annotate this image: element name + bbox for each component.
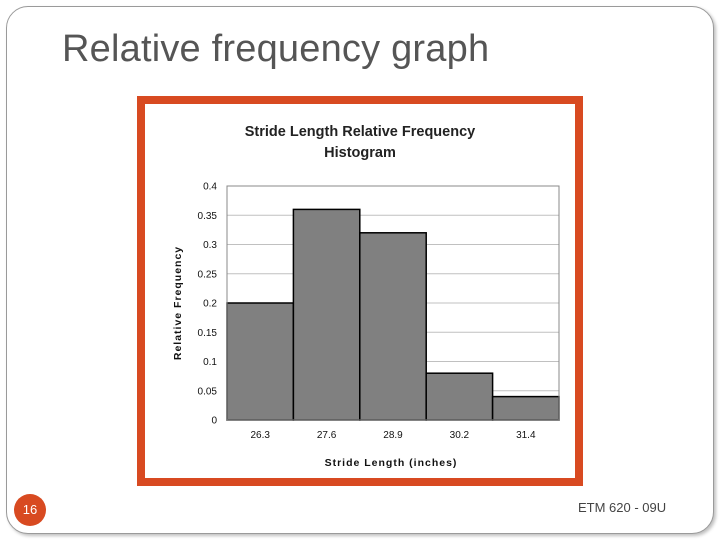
y-axis-label: Relative Frequency: [172, 246, 184, 360]
slide-title: Relative frequency graph: [62, 28, 490, 70]
x-tick-label: 27.6: [317, 430, 337, 441]
y-tick-label: 0: [211, 416, 217, 427]
y-tick-label: 0.05: [198, 386, 218, 397]
footer-course-label: ETM 620 - 09U: [578, 500, 667, 515]
histogram-bar: [491, 395, 560, 421]
y-tick-label: 0.2: [203, 299, 217, 310]
chart-frame: Stride Length Relative Frequency Histogr…: [137, 96, 583, 486]
plot-area-border: [226, 185, 560, 421]
x-tick-label: 26.3: [250, 430, 270, 441]
x-tick-label: 31.4: [516, 430, 536, 441]
x-axis-label: Stride Length (inches): [325, 457, 458, 469]
y-tick-labels: 0 0.05 0.1 0.15 0.2 0.25 0.3 0.35 0.4: [198, 182, 218, 427]
page-number-badge: 16: [14, 494, 46, 526]
chart-title-line-1: Stride Length Relative Frequency: [245, 124, 475, 140]
y-tick-label: 0.25: [198, 269, 218, 280]
chart-title-line-2: Histogram: [324, 145, 396, 161]
y-tick-label: 0.3: [203, 240, 217, 251]
x-tick-labels: 26.3 27.6 28.9 30.2 31.4: [250, 430, 536, 441]
y-tick-label: 0.35: [198, 211, 218, 222]
x-tick-label: 30.2: [450, 430, 470, 441]
y-tick-label: 0.4: [203, 182, 217, 193]
bars: [226, 208, 560, 421]
histogram-bar: [226, 302, 295, 421]
y-tick-label: 0.1: [203, 357, 217, 368]
histogram-bar: [425, 372, 494, 421]
histogram-bar: [292, 208, 361, 421]
histogram-bar: [359, 232, 427, 421]
y-tick-label: 0.15: [198, 328, 218, 339]
x-tick-label: 28.9: [383, 430, 403, 441]
histogram-chart: Stride Length Relative Frequency Histogr…: [172, 124, 560, 469]
